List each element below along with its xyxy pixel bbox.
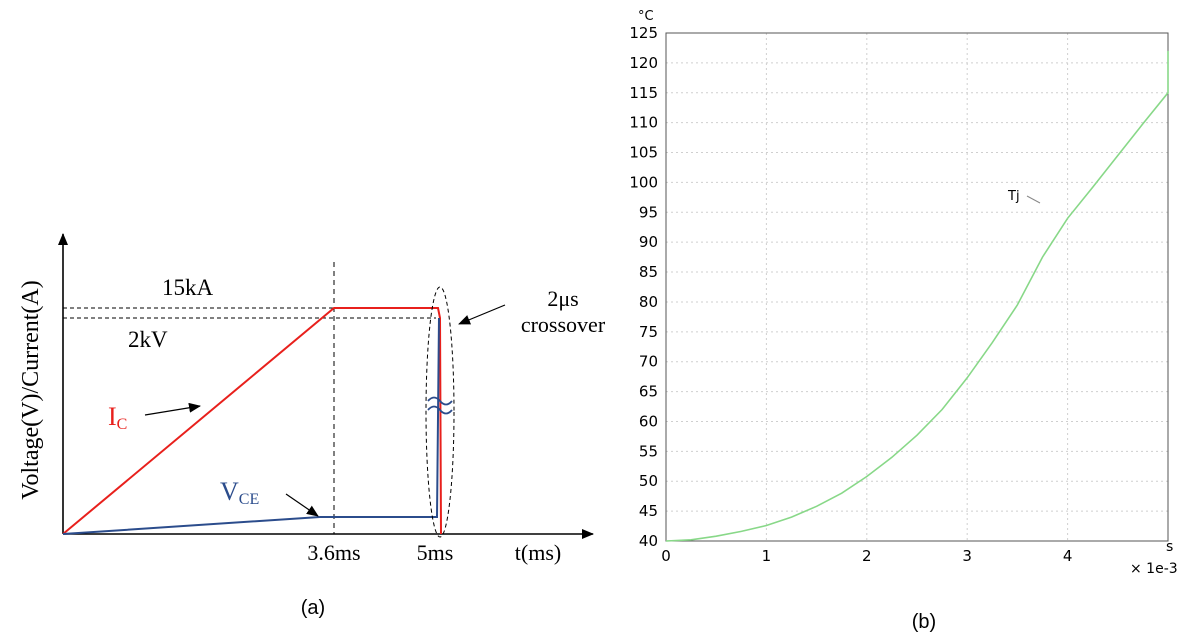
b-y-tick-label: 100 — [629, 173, 658, 191]
b-y-tick-label: 50 — [639, 472, 658, 490]
a-ic-sub: C — [117, 416, 128, 433]
a-crossover-line2: crossover — [521, 312, 606, 337]
b-x-tick-label: 2 — [862, 547, 872, 565]
a-ic-main: I — [108, 402, 117, 431]
b-y-tick-label: 80 — [639, 293, 658, 311]
a-tick-3-6ms: 3.6ms — [307, 540, 360, 565]
a-caption: (a) — [301, 597, 325, 619]
a-vce-label: VCE — [220, 477, 259, 508]
a-label-15ka: 15kA — [162, 275, 214, 300]
b-y-tick-label: 70 — [639, 353, 658, 371]
panel-a: Voltage(V)/Current(A) 15kA 2kV 3.6ms 5ms… — [18, 233, 606, 619]
b-y-tick-label: 55 — [639, 442, 658, 460]
a-vce-trace — [62, 317, 440, 535]
b-x-tick-label: 4 — [1063, 547, 1073, 565]
a-label-2kv: 2kV — [128, 327, 168, 352]
b-y-tick-label: 115 — [629, 84, 658, 102]
b-y-tick-label: 65 — [639, 383, 658, 401]
b-y-tick-label: 85 — [639, 263, 658, 281]
a-vce-sub: CE — [239, 491, 259, 508]
a-ylabel: Voltage(V)/Current(A) — [18, 280, 44, 500]
b-y-unit: °C — [638, 9, 654, 24]
b-y-tick-label: 60 — [639, 412, 658, 430]
b-y-tick-label: 110 — [629, 114, 658, 132]
b-y-tick-labels: 40 45 50 55 60 65 70 75 80 85 90 95 100 105 110 115 120 1… — [629, 24, 658, 550]
b-x-tick-label: 0 — [661, 547, 671, 565]
b-x-multiplier: × 1e-3 — [1130, 561, 1178, 577]
a-ic-label: IC — [108, 402, 127, 433]
a-crossover-line1: 2μs — [547, 286, 578, 311]
b-y-tick-label: 95 — [639, 203, 658, 221]
b-y-tick-label: 90 — [639, 233, 658, 251]
b-caption: (b) — [912, 611, 936, 633]
a-crossover-ellipse — [425, 286, 455, 538]
a-ic-arrow — [144, 402, 201, 416]
b-plot-frame — [665, 32, 1169, 542]
a-vce-arrow — [285, 493, 319, 517]
b-x-tick-label: 3 — [962, 547, 972, 565]
b-y-tick-label: 120 — [629, 54, 658, 72]
b-grid — [665, 32, 1168, 542]
b-tj-series-line — [665, 50, 1169, 542]
b-y-tick-label: 105 — [629, 144, 658, 162]
b-y-tick-label: 125 — [629, 24, 658, 42]
b-tj-series-label: Tj — [1007, 189, 1020, 204]
a-crossover-arrow — [458, 304, 506, 325]
b-tj-leader-line — [1026, 195, 1041, 204]
a-ic-trace — [62, 307, 442, 535]
a-tick-5ms: 5ms — [417, 540, 454, 565]
b-x-tick-label: 1 — [762, 547, 772, 565]
b-y-tick-label: 40 — [639, 532, 658, 550]
b-y-tick-label: 45 — [639, 502, 658, 520]
a-vce-main: V — [220, 477, 239, 506]
panel-b: 4045505560657075808590951001051101151201… — [629, 9, 1177, 633]
a-xlabel: t(ms) — [515, 540, 561, 565]
a-break-symbol-2 — [427, 405, 453, 415]
a-break-symbol-1 — [427, 396, 453, 406]
b-x-unit: s — [1166, 539, 1173, 555]
b-x-tick-labels: 0 1 2 3 4 — [661, 547, 1072, 565]
b-y-tick-label: 75 — [639, 323, 658, 341]
